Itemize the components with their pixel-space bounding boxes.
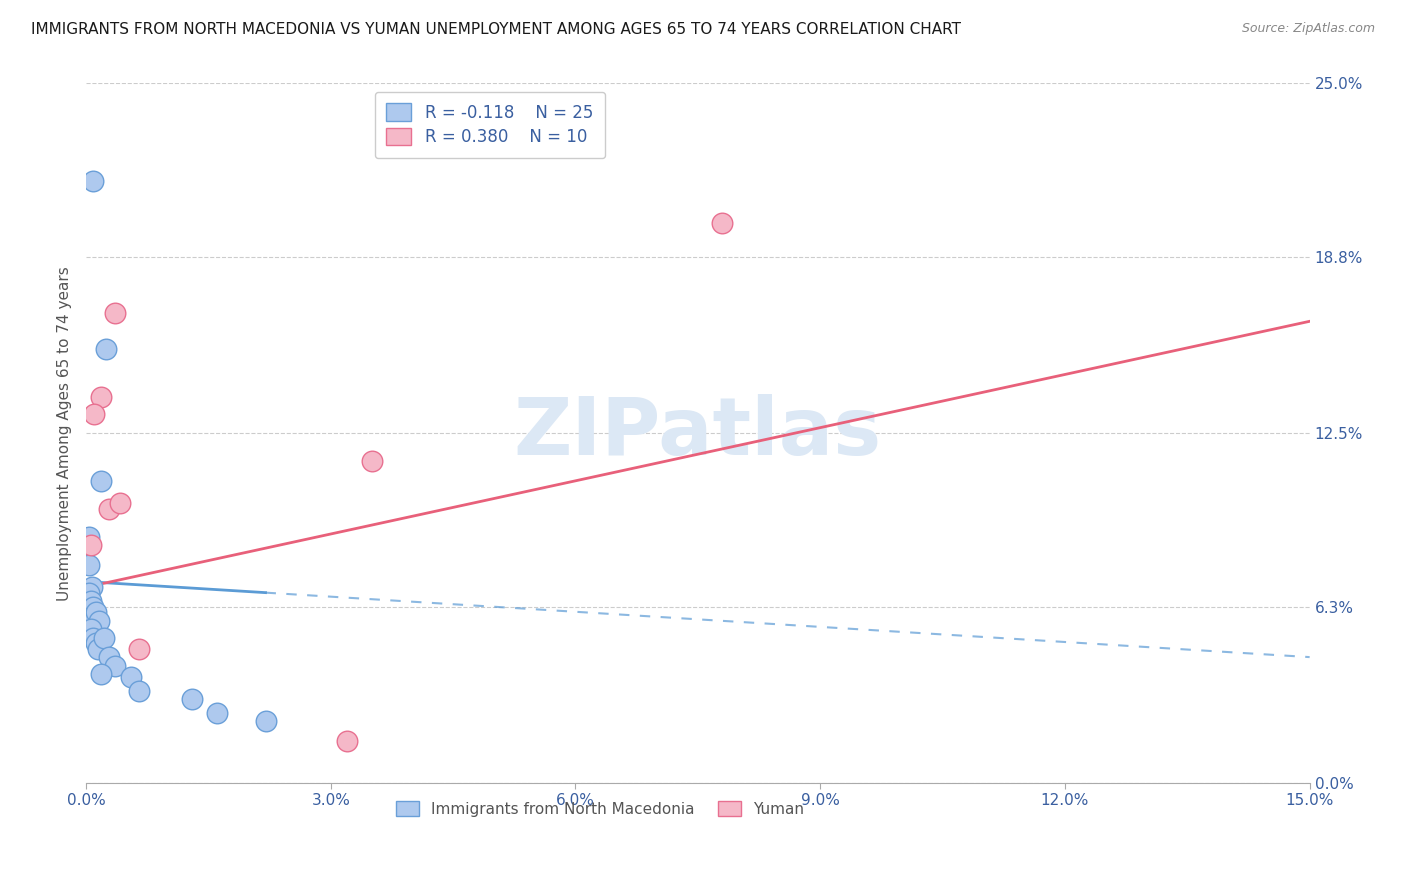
Point: [83, 608, 105, 623]
Point: [79, 558, 101, 572]
Point: [80, 538, 103, 552]
Point: [84, 636, 107, 650]
Point: [84, 605, 107, 619]
Y-axis label: Unemployment Among Ages 65 to 74 years: Unemployment Among Ages 65 to 74 years: [58, 266, 72, 600]
Point: [97, 501, 120, 516]
Point: [254, 714, 277, 729]
Point: [205, 706, 228, 720]
Text: IMMIGRANTS FROM NORTH MACEDONIA VS YUMAN UNEMPLOYMENT AMONG AGES 65 TO 74 YEARS : IMMIGRANTS FROM NORTH MACEDONIA VS YUMAN…: [31, 22, 960, 37]
Point: [336, 734, 359, 748]
Point: [110, 496, 132, 510]
Point: [93, 631, 115, 645]
Point: [128, 641, 150, 656]
Point: [87, 641, 110, 656]
Point: [79, 530, 101, 544]
Point: [360, 454, 382, 468]
Point: [80, 580, 103, 594]
Point: [96, 343, 118, 357]
Legend: Immigrants from North Macedonia, Yuman: Immigrants from North Macedonia, Yuman: [388, 793, 811, 824]
Point: [80, 594, 103, 608]
Point: [83, 407, 105, 421]
Point: [181, 692, 204, 706]
Point: [120, 670, 142, 684]
Point: [104, 306, 127, 320]
Point: [79, 586, 101, 600]
Point: [82, 599, 104, 614]
Point: [90, 666, 112, 681]
Point: [97, 650, 120, 665]
Point: [82, 174, 104, 188]
Point: [104, 658, 127, 673]
Point: [87, 614, 110, 628]
Text: ZIPatlas: ZIPatlas: [513, 394, 882, 472]
Point: [90, 390, 112, 404]
Text: Source: ZipAtlas.com: Source: ZipAtlas.com: [1241, 22, 1375, 36]
Point: [82, 631, 104, 645]
Point: [80, 622, 103, 636]
Point: [128, 683, 150, 698]
Point: [711, 216, 734, 230]
Point: [90, 474, 112, 488]
